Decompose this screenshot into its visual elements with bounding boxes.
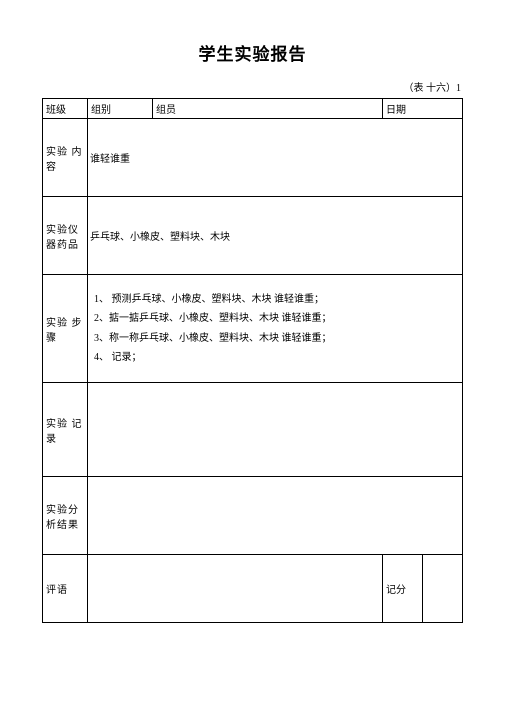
record-value: [88, 383, 463, 477]
analysis-value: [88, 477, 463, 555]
header-row: 班级 组别 组员 日期: [43, 99, 463, 119]
row-analysis: 实验分 析结果: [43, 477, 463, 555]
score-value: [423, 555, 463, 623]
row-record: 实验 记录: [43, 383, 463, 477]
step-1: 1、 预测乒乓球、小橡皮、塑料块、木块 谁轻谁重；: [94, 290, 459, 310]
group-label: 组别: [88, 99, 153, 119]
analysis-label: 实验分 析结果: [43, 477, 88, 555]
sub-header: （表 十六）1: [42, 79, 463, 94]
comment-label: 评语: [43, 555, 88, 623]
content-label: 实验 内容: [43, 119, 88, 197]
class-label: 班级: [43, 99, 88, 119]
date-label: 日期: [383, 99, 463, 119]
row-steps: 实验 步骤 1、 预测乒乓球、小橡皮、塑料块、木块 谁轻谁重； 2、掂一掂乒乓球…: [43, 275, 463, 383]
step-2: 2、掂一掂乒乓球、小橡皮、塑料块、木块 谁轻谁重；: [94, 309, 459, 329]
steps-label: 实验 步骤: [43, 275, 88, 383]
page-title: 学生实验报告: [42, 40, 463, 65]
step-4: 4、 记录；: [94, 348, 459, 368]
row-apparatus: 实验仪 器药品 乒乓球、小橡皮、塑料块、木块: [43, 197, 463, 275]
apparatus-label: 实验仪 器药品: [43, 197, 88, 275]
score-label: 记分: [383, 555, 423, 623]
step-3: 3、称一称乒乓球、小橡皮、塑料块、木块 谁轻谁重；: [94, 329, 459, 349]
members-label: 组员: [153, 99, 383, 119]
row-content: 实验 内容 谁轻谁重: [43, 119, 463, 197]
comment-value: [88, 555, 383, 623]
report-table: 班级 组别 组员 日期 实验 内容 谁轻谁重 实验仪 器药品 乒乓球、小橡皮、塑…: [42, 98, 463, 623]
row-comment: 评语 记分: [43, 555, 463, 623]
content-value: 谁轻谁重: [88, 119, 463, 197]
record-label: 实验 记录: [43, 383, 88, 477]
apparatus-value: 乒乓球、小橡皮、塑料块、木块: [88, 197, 463, 275]
steps-value: 1、 预测乒乓球、小橡皮、塑料块、木块 谁轻谁重； 2、掂一掂乒乓球、小橡皮、塑…: [88, 275, 463, 383]
